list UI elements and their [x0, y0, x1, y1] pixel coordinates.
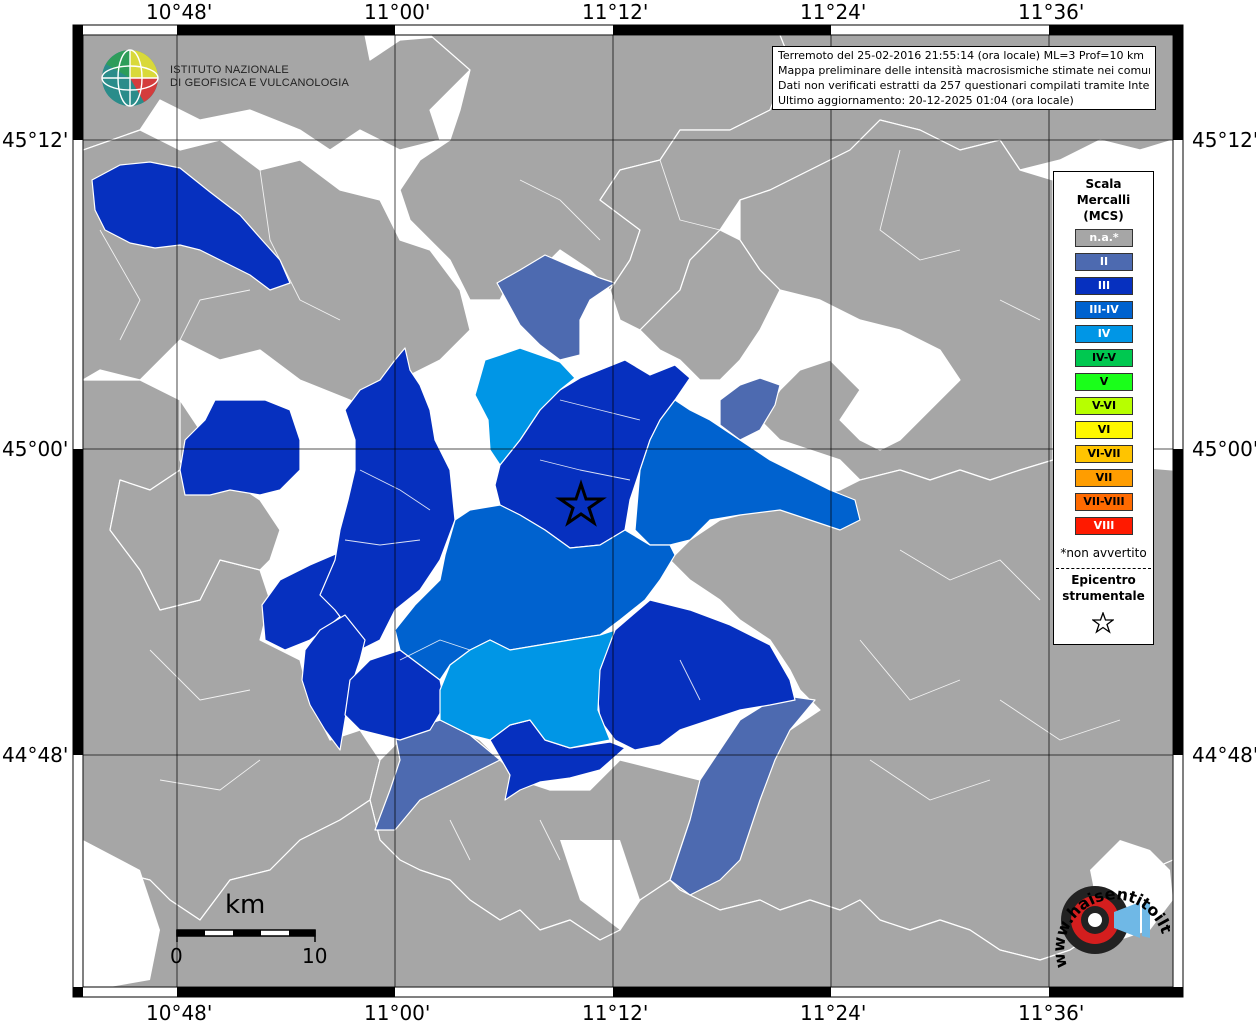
- legend-separator: [1056, 568, 1151, 569]
- legend-item: III: [1075, 277, 1133, 295]
- scale-bar-unit: km: [225, 890, 266, 920]
- legend-epicenter-label: Epicentro strumentale: [1062, 573, 1145, 603]
- legend-item: IV-V: [1075, 349, 1133, 367]
- lat-label-left: 44°48': [2, 743, 69, 767]
- lat-label-right: 45°12': [1192, 128, 1256, 152]
- legend-item: VI: [1075, 421, 1133, 439]
- lon-label-bottom: 11°12': [582, 1001, 649, 1025]
- graticule: [83, 35, 1173, 987]
- lon-label-top: 11°00': [364, 0, 431, 24]
- info-line: Dati non verificati estratti da 257 ques…: [778, 79, 1150, 92]
- lat-label-left: 45°00': [2, 437, 69, 461]
- map-frame: [72, 24, 1184, 998]
- lon-label-top: 10°48': [146, 0, 213, 24]
- legend-item: VIII: [1075, 517, 1133, 535]
- info-line: Terremoto del 25-02-2016 21:55:14 (ora l…: [778, 49, 1145, 62]
- lon-label-bottom: 10°48': [146, 1001, 213, 1025]
- legend-item: II: [1075, 253, 1133, 271]
- scale-bar-start: 0: [170, 944, 183, 968]
- lon-label-top: 11°12': [582, 0, 649, 24]
- legend-item: IV: [1075, 325, 1133, 343]
- scale-bar: [176, 929, 316, 942]
- lon-label-top: 11°24': [800, 0, 867, 24]
- region-IV: [439, 347, 616, 749]
- epicenter-star: [555, 479, 607, 527]
- legend-item: VII: [1075, 469, 1133, 487]
- legend-star-icon: [1092, 612, 1114, 634]
- info-line: Ultimo aggiornamento: 20-12-2025 01:04 (…: [778, 94, 1074, 107]
- legend-item: III-IV: [1075, 301, 1133, 319]
- lon-label-bottom: 11°36': [1018, 1001, 1085, 1025]
- lon-label-top: 11°36': [1018, 0, 1085, 24]
- legend-title: Scala Mercalli (MCS): [1076, 177, 1131, 223]
- region-III: [91, 161, 796, 801]
- lat-label-right: 45°00': [1192, 437, 1256, 461]
- legend-item: VI-VII: [1075, 445, 1133, 463]
- lat-label-left: 45°12': [2, 128, 69, 152]
- ingv-logo: [101, 49, 159, 107]
- mcs-legend: Scala Mercalli (MCS) n.a.* II III III-IV IV I…: [1053, 171, 1154, 645]
- ingv-logo-text: ISTITUTO NAZIONALE DI GEOFISICA E VULCAN…: [170, 64, 349, 89]
- region-III-IV: [394, 399, 861, 681]
- legend-item: VII-VIII: [1075, 493, 1133, 511]
- legend-item: V-VI: [1075, 397, 1133, 415]
- event-info-box: Terremoto del 25-02-2016 21:55:14 (ora l…: [772, 46, 1156, 110]
- hsit-logo: www.haisentitoilterremoto.it: [1030, 840, 1170, 979]
- lon-label-bottom: 11°24': [800, 1001, 867, 1025]
- legend-item: V: [1075, 373, 1133, 391]
- info-line: Mappa preliminare delle intensità macros…: [778, 64, 1150, 77]
- lat-label-right: 44°48': [1192, 743, 1256, 767]
- legend-note: *non avvertito: [1060, 546, 1147, 560]
- scale-bar-end: 10: [302, 944, 328, 968]
- lon-label-bottom: 11°00': [364, 1001, 431, 1025]
- legend-item: n.a.*: [1075, 229, 1133, 247]
- region-II: [374, 254, 816, 896]
